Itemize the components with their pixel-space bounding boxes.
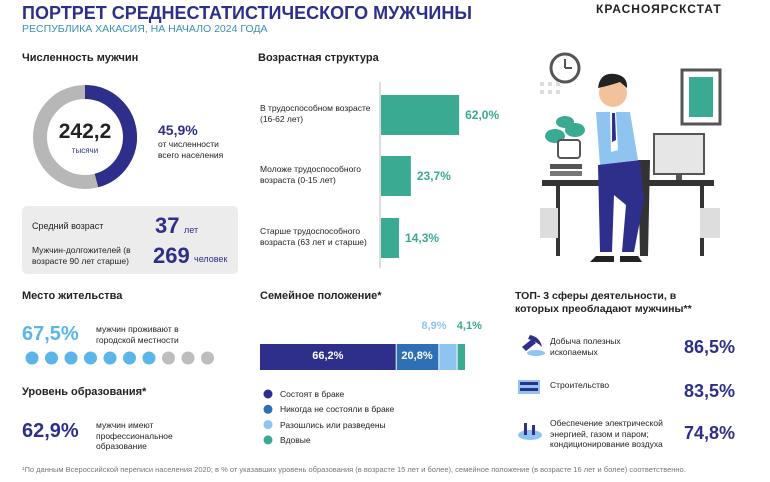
- legend-label: Разошлись или разведены: [280, 419, 386, 430]
- residence-value: 67,5%: [22, 323, 79, 345]
- bar: [381, 95, 460, 135]
- dot: [45, 351, 58, 365]
- bar-value: 23,7%: [416, 169, 451, 183]
- bar-category: В трудоспособном возрасте (16-62 лет): [260, 103, 371, 124]
- legend-label: Никогда не состояли в браке: [280, 404, 395, 415]
- section-title: Уровень образования*: [22, 386, 147, 398]
- top-value: 83,5%: [684, 381, 736, 401]
- dot: [84, 351, 97, 365]
- segment-label: 66,2%: [312, 350, 344, 362]
- donut-arc: [84, 85, 137, 188]
- population-unit: тысячи: [71, 146, 99, 155]
- legend-dot: [263, 435, 273, 445]
- dot: [142, 351, 156, 365]
- dot: [201, 351, 214, 365]
- section-title: ТОП- 3 сферы деятельности, в которых пре…: [515, 290, 692, 316]
- subtitle: РЕСПУБЛИКА ХАКАСИЯ, НА НАЧАЛО 2024 ГОДА: [22, 23, 268, 35]
- legend-dot: [263, 420, 273, 430]
- stack-segment: [396, 344, 439, 370]
- education-value: 62,9%: [22, 420, 79, 442]
- dot: [64, 351, 78, 365]
- stack-segment: [457, 344, 465, 370]
- dot: [123, 351, 136, 365]
- share-label: 45,9%: [158, 122, 198, 138]
- stats-box: [22, 206, 238, 274]
- bar-category: Моложе трудоспособного возраста (0-15 ле…: [260, 164, 361, 185]
- icon-energy: [518, 423, 542, 440]
- segment-label: 8,9%: [421, 320, 447, 332]
- legend-dot: [263, 404, 273, 414]
- illustration: [540, 52, 722, 262]
- bar-value: 14,3%: [405, 231, 440, 245]
- bar: [381, 218, 400, 258]
- bar: [381, 156, 411, 196]
- stat-unit: человек: [194, 254, 228, 264]
- stat-value: 37: [155, 213, 180, 238]
- section-title: Численность мужчин: [22, 52, 139, 64]
- dot: [181, 351, 195, 365]
- share-text: от численности всего населения: [158, 139, 224, 160]
- stat-value: 269: [153, 243, 190, 268]
- top-value: 86,5%: [684, 337, 736, 357]
- section-title: Возрастная структура: [258, 52, 379, 64]
- brand: КРАСНОЯРСКСТАТ: [596, 2, 722, 16]
- stat-label: Средний возраст: [32, 221, 104, 231]
- residence-text: мужчин проживают в городской местности: [96, 324, 179, 345]
- stat-unit: лет: [184, 225, 199, 235]
- icon-mining: [522, 335, 545, 356]
- legend-dot: [263, 389, 273, 399]
- dot: [103, 351, 117, 365]
- section-title: Место жительства: [22, 290, 123, 302]
- top-label: Добыча полезных ископаемых: [550, 336, 621, 357]
- stat-label: Мужчин-долгожителей (в возрасте 90 лет с…: [32, 245, 131, 266]
- dot: [162, 351, 175, 365]
- legend-label: Вдовые: [280, 434, 311, 445]
- education-text: мужчин имеют профессиональное образовани…: [96, 420, 173, 452]
- population-value: 242,2: [58, 120, 112, 143]
- legend-label: Состоят в браке: [280, 389, 345, 399]
- segment-label: 4,1%: [456, 320, 482, 332]
- bar-value: 62,0%: [465, 108, 500, 122]
- section-title: Семейное положение*: [260, 290, 382, 302]
- stack-segment: [260, 344, 396, 370]
- segment-label: 20,8%: [401, 350, 433, 362]
- bar-category: Старше трудоспособного возраста (63 лет …: [260, 226, 367, 247]
- icon-construction: [518, 380, 540, 394]
- title: ПОРТРЕТ СРЕДНЕСТАТИСТИЧЕСКОГО МУЖЧИНЫ: [22, 3, 472, 23]
- top-label: Обеспечение электрической энергией, газо…: [550, 418, 663, 450]
- stack-segment: [439, 344, 457, 370]
- dot: [25, 351, 39, 365]
- top-label: Строительство: [550, 380, 610, 390]
- footnote: ¹По данным Всероссийской переписи населе…: [22, 465, 686, 474]
- top-value: 74,8%: [684, 423, 736, 443]
